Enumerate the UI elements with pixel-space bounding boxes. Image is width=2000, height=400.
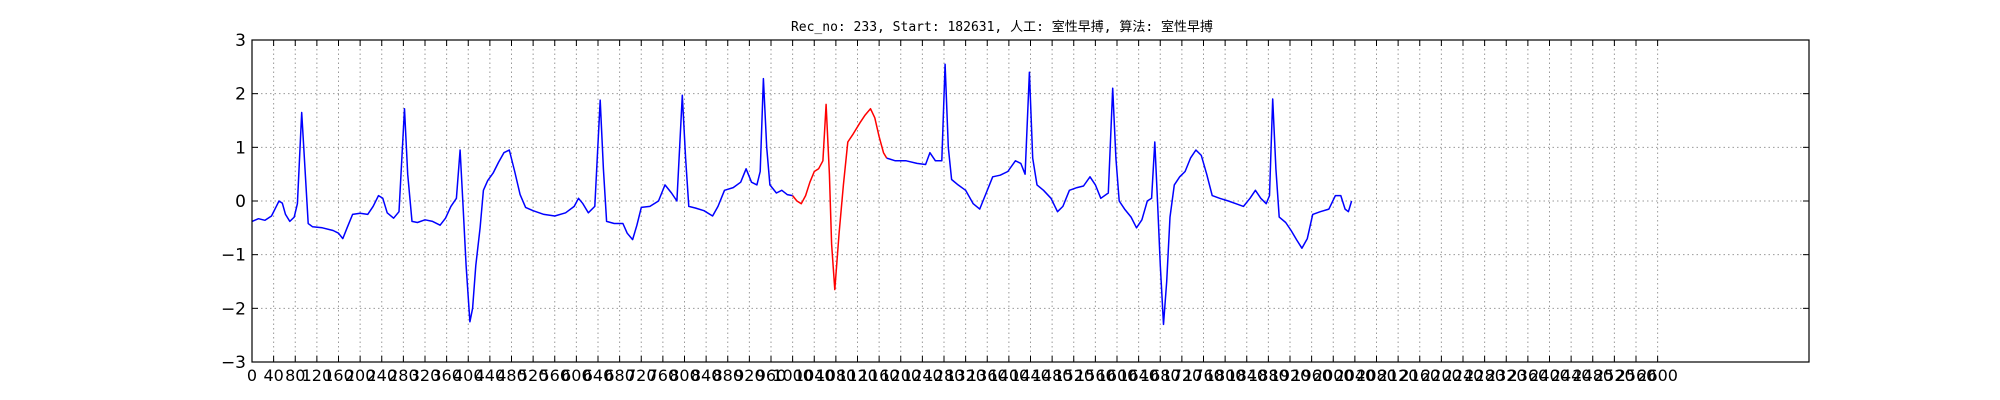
x-tick-label: 1360 [967, 366, 1008, 385]
ecg-trace-segment-0 [251, 77, 793, 323]
x-tick-label: 2440 [1551, 366, 1592, 385]
x-tick-label: 1240 [902, 366, 943, 385]
x-tick-label: 40 [263, 366, 283, 385]
x-tick-label: 1080 [816, 366, 857, 385]
x-tick-label: 2000 [1313, 366, 1354, 385]
x-tick-label: 1280 [924, 366, 965, 385]
y-tick-label: −2 [221, 299, 246, 319]
x-tick-label: 1760 [1183, 366, 1224, 385]
x-tick-label: 1960 [1291, 366, 1332, 385]
x-tick-label: 1480 [1032, 366, 1073, 385]
x-tick-label: 1160 [859, 366, 900, 385]
x-tick-label: 720 [626, 366, 657, 385]
x-tick-label: 1040 [794, 366, 835, 385]
x-tick-label: 2120 [1378, 366, 1419, 385]
y-tick-label: 0 [235, 192, 246, 212]
y-tick-label: −1 [221, 246, 246, 266]
x-tick-label: 760 [648, 366, 679, 385]
y-tick-label: 2 [235, 85, 246, 105]
x-tick-label: 840 [691, 366, 722, 385]
x-tick-label: 2160 [1399, 366, 1440, 385]
ecg-trace-highlight [792, 103, 888, 291]
x-tick-label: 600 [561, 366, 592, 385]
x-tick-label: 360 [431, 366, 462, 385]
x-tick-label: 440 [475, 366, 506, 385]
x-tick-label: 280 [388, 366, 419, 385]
x-tick-label: 1880 [1248, 366, 1289, 385]
x-tick-label: 960 [756, 366, 787, 385]
x-tick-label: 1120 [837, 366, 878, 385]
x-tick-label: 400 [453, 366, 484, 385]
x-tick-label: 1680 [1140, 366, 1181, 385]
x-tick-label: 2560 [1616, 366, 1657, 385]
x-tick-label: 80 [285, 366, 305, 385]
x-tick-label: 240 [366, 366, 397, 385]
x-tick-label: 1000 [772, 366, 813, 385]
x-tick-label: 2400 [1529, 366, 1570, 385]
x-tick-label: 1920 [1270, 366, 1311, 385]
x-tick-label: 1200 [880, 366, 921, 385]
x-tick-label: 0 [247, 366, 257, 385]
y-axis: 3 2 1 0 −1 −2 −3 [221, 31, 1809, 373]
x-tick-label: 120 [302, 366, 333, 385]
x-tick-label: 1400 [989, 366, 1030, 385]
x-tick-label: 2200 [1421, 366, 1462, 385]
x-tick-label: 2040 [1335, 366, 1376, 385]
x-tick-label: 880 [712, 366, 743, 385]
x-tick-label: 2320 [1486, 366, 1527, 385]
x-tick-label: 2080 [1356, 366, 1397, 385]
ecg-traces [251, 63, 1353, 326]
x-tick-label: 1840 [1226, 366, 1267, 385]
x-tick-label: 2280 [1464, 366, 1505, 385]
x-tick-label: 920 [734, 366, 765, 385]
x-tick-label: 560 [539, 366, 570, 385]
x-tick-label: 680 [604, 366, 635, 385]
x-tick-label: 1320 [945, 366, 986, 385]
chart-title: Rec_no: 233, Start: 182631, 人工: 室性早搏, 算法… [791, 19, 1213, 35]
x-tick-label: 2520 [1594, 366, 1635, 385]
y-tick-label: 1 [235, 138, 246, 158]
x-tick-label: 2480 [1572, 366, 1613, 385]
x-tick-label: 480 [496, 366, 527, 385]
x-tick-label: 2240 [1443, 366, 1484, 385]
x-tick-label: 1640 [1118, 366, 1159, 385]
x-tick-label: 1800 [1205, 366, 1246, 385]
y-tick-label: 3 [235, 31, 246, 51]
x-tick-label: 200 [345, 366, 376, 385]
x-tick-label: 1600 [1097, 366, 1138, 385]
x-tick-label: 2600 [1637, 366, 1678, 385]
x-tick-label: 640 [583, 366, 614, 385]
x-tick-label: 2360 [1508, 366, 1549, 385]
x-tick-label: 1520 [1053, 366, 1094, 385]
x-tick-label: 520 [518, 366, 549, 385]
x-axis: 0 40 8012016020024028032036040044048052056… [247, 40, 1678, 385]
x-tick-label: 1560 [1075, 366, 1116, 385]
x-tick-label: 1440 [1010, 366, 1051, 385]
y-tick-label: −3 [221, 353, 246, 373]
x-tick-label: 160 [323, 366, 354, 385]
x-tick-label: 800 [669, 366, 700, 385]
x-tick-label: 320 [410, 366, 441, 385]
ecg-trace-segment-2 [886, 63, 1353, 326]
x-tick-label: 1720 [1162, 366, 1203, 385]
